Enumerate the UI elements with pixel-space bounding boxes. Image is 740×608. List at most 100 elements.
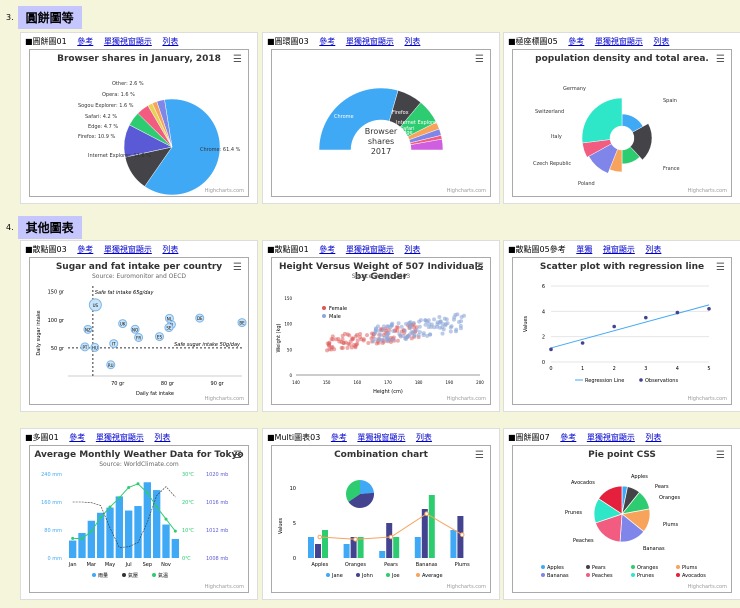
reference-link[interactable]: 參考 — [319, 245, 336, 254]
popup-window-link[interactable]: 單獨視窗顯示 — [103, 37, 152, 46]
donut-center-text: shares — [368, 137, 394, 146]
y-left-tick: 0 mm — [47, 556, 62, 562]
legend-label: Regression Line — [585, 378, 624, 384]
x-tick: 180 — [415, 380, 423, 385]
male-point — [452, 315, 457, 320]
bubble — [118, 319, 128, 329]
hamburger-menu-icon[interactable]: ☰ — [716, 450, 725, 461]
list-link[interactable]: 列表 — [653, 37, 670, 46]
bubble-label: ES — [157, 335, 163, 340]
combo-bar — [357, 537, 364, 558]
reference-link[interactable]: 參考 — [77, 37, 94, 46]
temperature-point — [108, 505, 112, 509]
card-tag: ■多圖01 — [25, 433, 59, 442]
combo-bar — [350, 537, 357, 558]
temperature-point — [89, 529, 93, 533]
chart-svg: Spain France Poland Czech Republic Italy Swit… — [533, 86, 680, 187]
rainfall-bar — [69, 540, 77, 558]
y-label: Daily sugar intake — [36, 310, 42, 355]
list-link[interactable]: 列表 — [404, 37, 421, 46]
reference-link[interactable]: 參考 — [330, 433, 347, 442]
reference-link[interactable]: 參考 — [560, 433, 577, 442]
hamburger-menu-icon[interactable]: ☰ — [716, 262, 725, 273]
male-point — [377, 337, 382, 342]
pie-label: Oranges — [659, 495, 680, 501]
reference-link[interactable]: 單獨 — [576, 245, 593, 254]
credit-text: Highcharts.com — [687, 584, 727, 590]
hamburger-menu-icon[interactable]: ☰ — [475, 450, 484, 461]
rainfall-bar — [134, 506, 142, 558]
list-link[interactable]: 列表 — [404, 245, 421, 254]
popup-window-link[interactable]: 單獨視窗顯示 — [357, 433, 406, 442]
rainfall-bar — [162, 524, 170, 558]
chart-card: ■圓環圖03 參考 單獨視窗顯示 列表 Browser shares 2017 Chr… — [262, 32, 500, 204]
chart-frame: Spain France Poland Czech Republic Italy Swit… — [512, 49, 732, 197]
rainfall-bar — [106, 507, 114, 558]
popup-window-link[interactable]: 單獨視窗顯示 — [345, 245, 394, 254]
male-point — [421, 333, 426, 338]
y-tick: 2 — [542, 335, 545, 341]
donut-label: Internet Explorer — [396, 120, 439, 126]
mini-pie-slice — [360, 480, 374, 494]
hamburger-menu-icon[interactable]: ☰ — [233, 450, 242, 461]
male-point — [412, 333, 417, 338]
temperature-point — [99, 515, 103, 519]
popup-window-link[interactable]: 單獨視窗顯示 — [594, 37, 643, 46]
male-point — [416, 333, 421, 338]
card-tag: ■圓環圖03 — [267, 37, 309, 46]
list-link[interactable]: 列表 — [162, 245, 179, 254]
chart-title: Scatter plot with regression line — [539, 262, 705, 272]
list-link[interactable]: 列表 — [154, 433, 171, 442]
reference-link[interactable]: 參考 — [69, 433, 86, 442]
reference-link[interactable]: 參考 — [77, 245, 94, 254]
legend-label: Observations — [645, 378, 678, 384]
list-link[interactable]: 列表 — [645, 433, 662, 442]
bubble-label: UK — [120, 322, 126, 327]
temperature-line — [72, 483, 176, 540]
credit-text: Highcharts.com — [204, 396, 244, 402]
legend-dot — [639, 378, 643, 382]
reference-link[interactable]: 參考 — [568, 37, 585, 46]
chart-card: ■Multi圖表03 參考 單獨視窗顯示 列表 10 5 0 Values Apples… — [262, 428, 500, 600]
chart-title: Height Versus Weight of 507 Individuals … — [278, 262, 484, 282]
x-label: Daily fat intake — [136, 391, 174, 397]
hamburger-menu-icon[interactable]: ☰ — [233, 54, 242, 65]
hamburger-menu-icon[interactable]: ☰ — [475, 54, 484, 65]
legend-dot — [676, 573, 680, 577]
card-tag: ■極座標圖05 — [508, 37, 558, 46]
observation-point — [675, 310, 680, 315]
hamburger-menu-icon[interactable]: ☰ — [716, 54, 725, 65]
temperature-point — [164, 517, 168, 521]
reference-link[interactable]: 參考 — [319, 37, 336, 46]
list-link[interactable]: 列表 — [162, 37, 179, 46]
legend-label: Bananas — [547, 573, 569, 579]
legend-dot — [326, 573, 330, 577]
y-tick: 150 — [284, 296, 292, 301]
y-mid-tick: 0℃ — [182, 556, 191, 562]
pie-label: Czech Republic — [533, 161, 571, 167]
y-tick: 5 — [293, 521, 296, 527]
hamburger-menu-icon[interactable]: ☰ — [233, 262, 242, 273]
y-tick: 0 — [293, 556, 296, 562]
pie-label: Apples — [631, 474, 648, 480]
bubble-label: SE — [166, 326, 172, 331]
pie-label: Switzerland — [535, 109, 564, 115]
popup-window-link[interactable]: 視窗顯示 — [602, 245, 635, 254]
male-point — [391, 337, 396, 342]
popup-window-link[interactable]: 單獨視窗顯示 — [103, 245, 152, 254]
list-link[interactable]: 列表 — [415, 433, 432, 442]
x-tick: 70 gr — [111, 381, 125, 387]
chart-svg: Apples Pears Oranges Plums Bananas Peaches Pru… — [541, 474, 706, 579]
donut-label: Firefox — [392, 110, 409, 116]
legend-dot — [122, 573, 126, 577]
popup-window-link[interactable]: 單獨視窗顯示 — [345, 37, 394, 46]
temperature-point — [117, 496, 121, 500]
hamburger-menu-icon[interactable]: ☰ — [475, 262, 484, 273]
list-link[interactable]: 列表 — [645, 245, 662, 254]
male-point — [402, 328, 407, 333]
y-label: Values — [523, 315, 529, 332]
card-tag: ■Multi圖表03 — [267, 433, 321, 442]
popup-window-link[interactable]: 單獨視窗顯示 — [586, 433, 635, 442]
popup-window-link[interactable]: 單獨視窗顯示 — [95, 433, 144, 442]
bubble — [130, 324, 140, 334]
